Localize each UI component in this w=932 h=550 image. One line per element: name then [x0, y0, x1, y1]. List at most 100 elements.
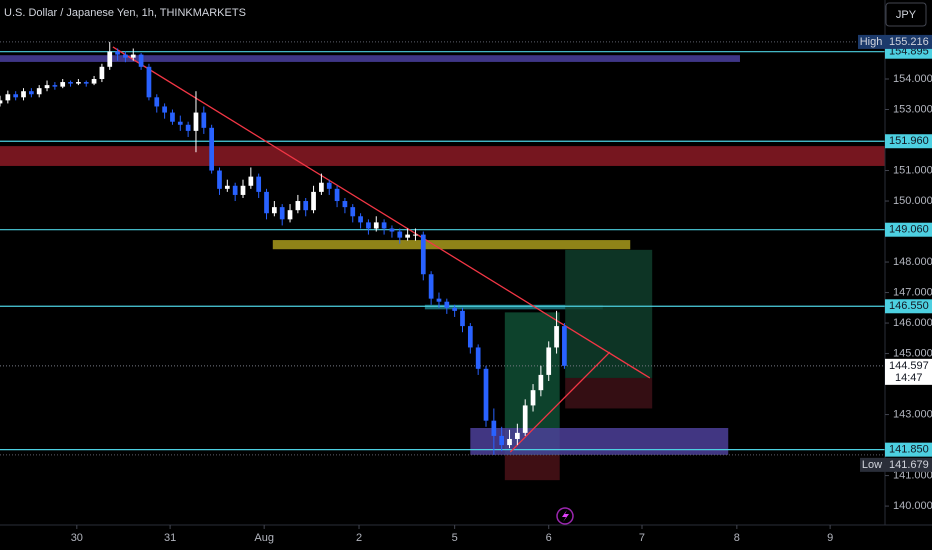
- candle-body: [326, 182, 332, 189]
- currency-label: JPY: [896, 9, 917, 21]
- level-label: 151.960: [889, 135, 929, 147]
- x-tick-label: 5: [452, 532, 458, 544]
- candle-body: [99, 66, 105, 80]
- x-tick-label: 9: [827, 532, 833, 544]
- candle-body: [405, 234, 410, 238]
- candle-body: [170, 112, 175, 122]
- candle-body: [428, 274, 434, 299]
- y-tick-label: 143.000: [893, 408, 932, 420]
- candle-body: [76, 82, 81, 84]
- candle-body: [5, 94, 11, 101]
- low-value: 141.679: [889, 459, 929, 471]
- x-tick-label: 31: [164, 532, 176, 544]
- candle-body: [68, 82, 73, 84]
- candle-body: [107, 51, 113, 67]
- candle-body: [21, 91, 26, 98]
- candle-body: [115, 51, 120, 55]
- countdown: 14:47: [895, 372, 923, 384]
- x-tick-label: Aug: [254, 532, 274, 544]
- chart-title: U.S. Dollar / Japanese Yen, 1h, THINKMAR…: [4, 7, 246, 19]
- last-price-box: [885, 358, 932, 385]
- candle-body: [507, 438, 512, 446]
- level-label: 146.550: [889, 300, 929, 312]
- candle-body: [319, 182, 324, 192]
- candle-body: [248, 176, 254, 186]
- candle-body: [358, 216, 363, 223]
- candle-body: [303, 201, 309, 211]
- candle-body: [154, 97, 160, 107]
- candle-body: [217, 170, 222, 189]
- zone: [0, 146, 885, 166]
- level-label-box: [885, 222, 932, 237]
- candle-body: [295, 201, 301, 211]
- zone: [565, 249, 653, 378]
- low-value-box: [885, 457, 932, 472]
- candle-body: [177, 121, 183, 125]
- x-tick-label: 2: [356, 532, 362, 544]
- level-label-box: [885, 442, 932, 457]
- candle-body: [13, 94, 19, 98]
- candle-body: [185, 124, 191, 131]
- candle-body: [483, 368, 489, 421]
- candle-body: [554, 326, 559, 348]
- candle-body: [130, 54, 136, 58]
- zones-layer: [0, 55, 885, 481]
- events-icon[interactable]: [556, 507, 574, 525]
- currency-button[interactable]: [885, 2, 927, 27]
- candle-body: [52, 85, 58, 87]
- candle-body: [287, 210, 293, 220]
- zone: [0, 55, 740, 62]
- candle-body: [91, 79, 97, 84]
- zone: [504, 454, 560, 481]
- candle-body: [36, 88, 42, 95]
- zone: [272, 240, 631, 250]
- y-tick-label: 140.000: [893, 500, 932, 512]
- level-label: 149.060: [889, 224, 929, 236]
- candle-body: [209, 127, 214, 171]
- candle-body: [240, 185, 246, 195]
- candle-body: [366, 222, 371, 229]
- y-tick-label: 146.000: [893, 317, 932, 329]
- zone: [470, 427, 729, 455]
- candle-body: [342, 201, 348, 208]
- level-label: 141.850: [889, 444, 929, 456]
- candle-body: [538, 374, 544, 391]
- candle-body: [224, 185, 230, 189]
- trendline: [509, 351, 611, 453]
- candle-body: [436, 298, 442, 302]
- candle-body: [389, 228, 395, 232]
- candles-layer: [0, 41, 567, 455]
- candle-body: [373, 222, 379, 229]
- y-tick-label: 141.000: [893, 469, 932, 481]
- y-tick-label: 154.000: [893, 73, 932, 85]
- level-label-box: [885, 299, 932, 314]
- candle-body: [256, 176, 262, 192]
- levels-layer: [0, 41, 885, 456]
- candle-body: [546, 347, 552, 375]
- x-tick-label: 8: [734, 532, 740, 544]
- candle-body: [522, 405, 528, 433]
- y-tick-label: 151.000: [893, 164, 932, 176]
- high-tag-box: [858, 34, 885, 49]
- y-tick-label: 145.000: [893, 347, 932, 359]
- candle-body: [138, 54, 144, 67]
- candle-body: [444, 301, 450, 308]
- candle-body: [279, 207, 285, 220]
- candle-body: [29, 91, 34, 95]
- candle-body: [83, 82, 89, 84]
- candle-body: [60, 82, 66, 87]
- candle-body: [311, 191, 316, 211]
- candle-body: [452, 307, 458, 311]
- y-tick-label: 148.000: [893, 256, 932, 268]
- events-bolt: [562, 510, 569, 522]
- low-tag: Low: [862, 459, 882, 471]
- candle-body: [162, 106, 167, 113]
- candle-body: [420, 234, 426, 275]
- candle-body: [0, 100, 3, 104]
- candle-body: [515, 432, 520, 439]
- candle-body: [491, 420, 497, 436]
- candle-body: [201, 112, 207, 128]
